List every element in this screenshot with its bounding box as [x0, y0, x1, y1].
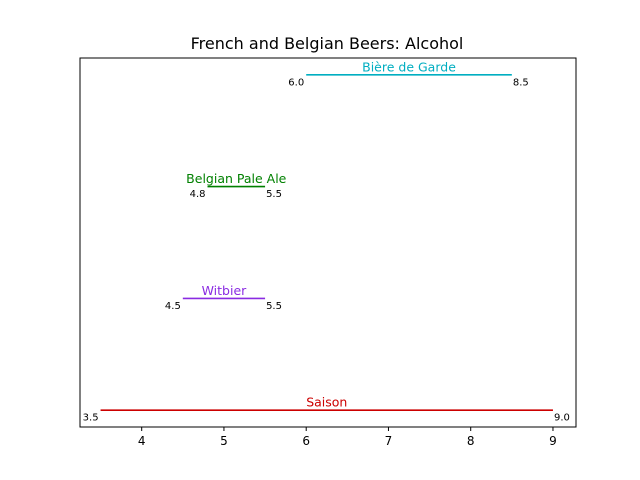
series-label: Witbier [202, 283, 248, 298]
x-tick-label: 7 [385, 434, 393, 448]
x-tick-label: 4 [138, 434, 146, 448]
high-value-label: 5.5 [266, 189, 282, 200]
range-marks: Saison 3.5 9.0 Witbier 4.5 5.5 Belgian Pale Al… [83, 59, 570, 423]
x-axis: 4 5 6 7 8 9 [138, 427, 557, 448]
plot-frame [79, 57, 577, 428]
high-value-label: 8.5 [513, 77, 529, 88]
high-value-label: 9.0 [554, 413, 570, 424]
high-value-label: 5.5 [266, 301, 282, 312]
low-value-label: 3.5 [83, 413, 99, 424]
chart-title: French and Belgian Beers: Alcohol [191, 34, 464, 53]
low-value-label: 6.0 [288, 77, 304, 88]
low-value-label: 4.5 [165, 301, 181, 312]
x-tick-label: 5 [220, 434, 228, 448]
series-label: Bière de Garde [362, 59, 456, 74]
x-tick-label: 8 [467, 434, 475, 448]
series-label: Belgian Pale Ale [186, 171, 286, 186]
low-value-label: 4.8 [190, 189, 206, 200]
x-tick-label: 9 [549, 434, 557, 448]
series-label: Saison [306, 395, 347, 410]
x-tick-label: 6 [302, 434, 310, 448]
